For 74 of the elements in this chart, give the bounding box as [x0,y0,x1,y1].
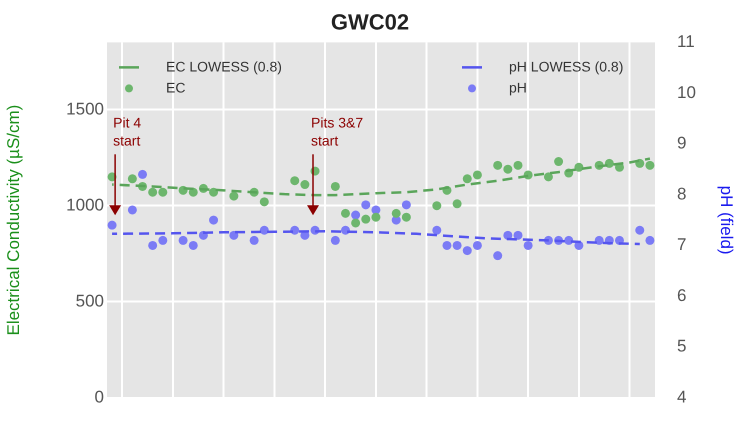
point [544,172,553,182]
y2-tick-label: 11 [677,32,695,52]
point [442,240,452,250]
y-tick-label: 1000 [66,195,104,214]
point [229,230,238,240]
y2-tick-label: 7 [677,235,686,254]
point [432,226,442,235]
legend-label: EC LOWESS (0.8) [166,58,282,74]
y2-tick-label: 5 [677,336,686,356]
legend-label: EC [166,79,186,96]
y2-tick-label: 9 [677,134,686,153]
legend-label: pH [509,79,527,96]
point [260,197,269,206]
point [351,218,360,228]
point [138,170,148,179]
point [148,188,158,197]
point [128,205,137,214]
line-series [110,157,652,196]
point [158,236,168,245]
y2-tick-label: 10 [677,82,696,102]
point [493,160,502,170]
point [432,201,442,210]
point [290,176,300,186]
point [594,236,604,245]
chart-title: GWC02 [330,9,410,34]
legend-label: pH LOWESS (0.8) [509,58,624,74]
y-tick-label: 1500 [66,99,104,118]
point [128,174,137,184]
point [472,240,482,250]
y-tick-label: 500 [76,291,104,310]
point [645,160,654,170]
point [574,162,584,172]
point [330,182,340,191]
point [493,251,502,260]
point [462,246,472,256]
point [330,236,340,245]
point [392,208,401,218]
annotation: Pits 3&7 start [311,114,364,148]
point [351,210,360,220]
point [108,220,117,230]
point [250,236,259,245]
y2-axis-title: pH (field) [717,186,736,255]
point [503,164,512,174]
point [514,160,522,170]
point [361,200,370,210]
y2-tick-label: 4 [677,387,686,406]
y2-tick-label: 6 [677,286,686,305]
point [148,240,158,250]
point [178,236,188,245]
point [340,208,350,218]
point [514,230,522,240]
point [209,216,218,225]
point [371,212,380,222]
point [472,170,482,180]
point [462,174,472,184]
point [402,200,411,210]
point [371,205,380,214]
point [524,240,533,250]
point [209,188,218,197]
point [229,192,238,201]
point [645,236,654,245]
point [452,199,462,208]
annotation: Pit 4 start [113,114,142,148]
point [300,180,310,190]
point [361,214,370,224]
y-axis-title: Electrical Conductivity (µS/cm) [4,104,23,336]
point [158,188,168,197]
point [402,212,411,222]
point [452,240,462,250]
point [554,157,564,166]
point [188,240,198,250]
point [635,226,644,235]
y-tick-label: 0 [94,387,104,406]
y2-tick-label: 8 [677,184,686,204]
